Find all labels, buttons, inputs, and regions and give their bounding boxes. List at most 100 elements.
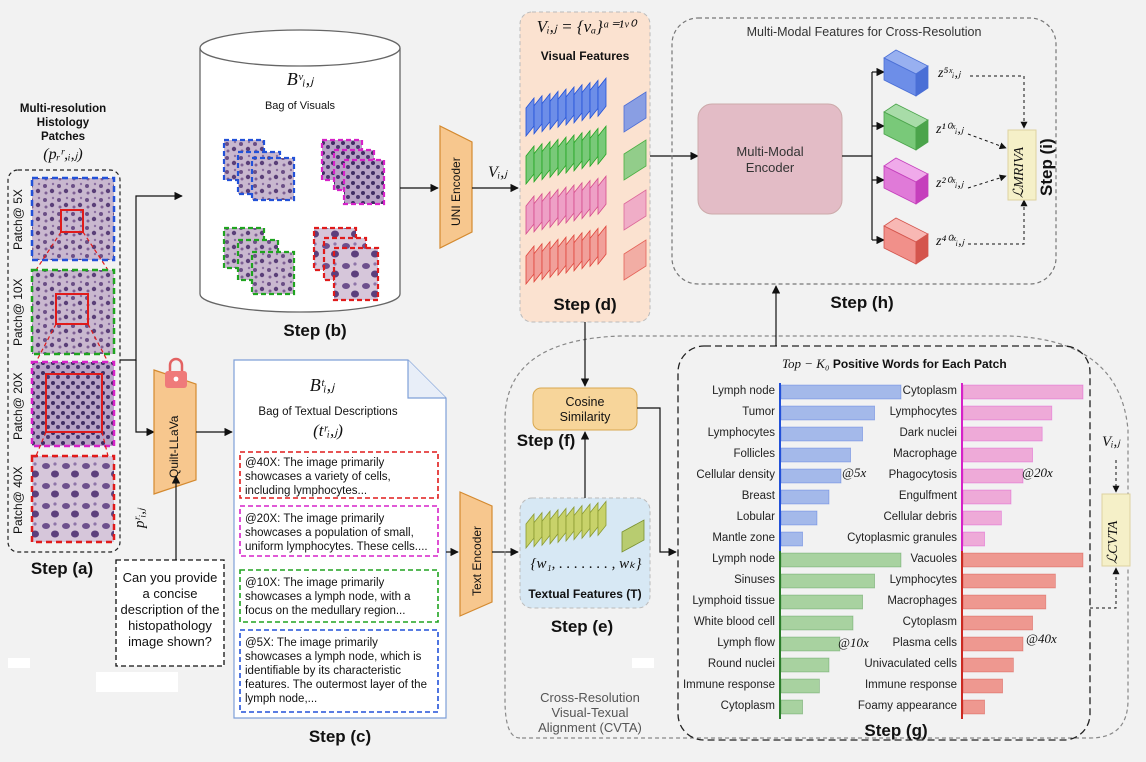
- bar-panel-tag: @5x: [842, 465, 867, 480]
- text-doc: [233, 359, 447, 719]
- step-e-label: Step (e): [550, 617, 614, 636]
- multimodal-title: Multi-Modal Features for Cross-Resolutio…: [746, 25, 982, 39]
- cvta-loss-label: ℒCVTA: [1106, 520, 1121, 564]
- bar-10x-2: [780, 594, 863, 610]
- textual-features-label: Textual Features (T): [528, 587, 642, 601]
- uni-encoder-label: UNI Encoder: [449, 157, 463, 226]
- bar-label: Immune response: [682, 679, 775, 691]
- desc-box-20x: [239, 505, 439, 557]
- bag-text-math: Bᵗᵢ,ⱼ: [309, 375, 335, 395]
- visual-feature-stacks: [525, 77, 647, 286]
- bar-40x-1: [962, 573, 1056, 589]
- bar-10x-1: [780, 573, 875, 589]
- bar-20x-1: [962, 405, 1053, 421]
- bar-5x-6: [780, 510, 818, 526]
- visual-stack-5x: [222, 138, 296, 202]
- bar-label: Immune response: [864, 679, 957, 691]
- bar-label: Breast: [741, 490, 775, 502]
- visual-feature-vector: [623, 139, 647, 181]
- bar-40x-0: [962, 552, 1084, 568]
- patch-label-5x: Patch@ 5X: [11, 189, 25, 250]
- bar-label: Lymph node: [712, 553, 775, 565]
- visual-feature-slice: [597, 77, 607, 118]
- bar-label: Cellular density: [696, 469, 775, 481]
- z-label-10x: z¹⁰ˣᵢ,ⱼ: [936, 122, 964, 137]
- step-f-label: Step (f): [516, 431, 576, 450]
- bar-5x-2: [780, 426, 863, 442]
- visual-features-panel: [519, 11, 651, 323]
- desc-text-10x: @10X: The image primarily showcases a ly…: [245, 577, 411, 617]
- bar-label: Univaculated cells: [864, 658, 957, 670]
- text-feature-vector: [621, 519, 645, 553]
- bar-label: Cellular debris: [883, 511, 957, 523]
- step-g-label: Step (g): [864, 721, 928, 740]
- desc-box-40x: [239, 451, 439, 499]
- bar-label: Sinuses: [734, 574, 775, 586]
- multimodal-encoder: [697, 103, 843, 215]
- bar-5x-1: [780, 405, 875, 421]
- bar-20x-3: [962, 447, 1033, 463]
- bar-label: Cytoplasmic granules: [847, 532, 957, 544]
- bar-label: Lobular: [736, 511, 775, 523]
- z-label-5x: z⁵ˣᵢ,ⱼ: [938, 66, 961, 81]
- desc-text-5x: @5X: The image primarily showcases a lym…: [245, 637, 427, 705]
- bar-10x-4: [780, 636, 841, 652]
- mriva-loss-box: [1007, 129, 1037, 201]
- bar-20x-0: [962, 384, 1084, 400]
- bar-label: Phagocytosis: [888, 469, 957, 481]
- bar-label: Plasma cells: [892, 637, 957, 649]
- step-a-math: (pᵣʳ,ᵢ,ⱼ): [43, 146, 83, 163]
- bar-label: Cytoplasm: [720, 700, 775, 712]
- z-cube-side: [915, 173, 929, 205]
- patch-10x: [30, 268, 116, 356]
- bar-label: Lymphocytes: [889, 406, 957, 418]
- bar-panel-tag: @20x: [1022, 465, 1053, 480]
- topk-title-text: Positive Words for Each Patch: [832, 357, 1007, 371]
- bar-label: Macrophages: [887, 595, 957, 607]
- bar-20x-4: [962, 468, 1024, 484]
- bar-40x-6: [962, 678, 1003, 694]
- visual-feature-vector: [623, 239, 647, 281]
- z-feature-cubes: [883, 49, 929, 265]
- quilt-llava-label: Quilt-LLaVa: [167, 415, 181, 478]
- text-encoder-label: Text Encoder: [470, 525, 484, 596]
- bar-label: Lymphocytes: [707, 427, 775, 439]
- bar-label: Mantle zone: [712, 532, 775, 544]
- visual-stack-40x: [312, 226, 380, 302]
- bar-40x-2: [962, 594, 1047, 610]
- multimodal-box: [671, 17, 1057, 285]
- topk-title-math: Top − K₀: [782, 356, 830, 371]
- bar-20x-6: [962, 510, 1002, 526]
- bar-10x-0: [780, 552, 902, 568]
- bar-5x-3: [780, 447, 851, 463]
- step-b-label: Step (b): [283, 321, 347, 340]
- visual-features-label: Visual Features: [540, 49, 630, 63]
- bar-5x-5: [780, 489, 830, 505]
- step-a-label: Step (a): [30, 559, 94, 578]
- bar-20x-2: [962, 426, 1043, 442]
- bar-label: Engulfment: [898, 490, 957, 502]
- visual-features-math: Vᵢ,ⱼ = {vₐ}ᵃ⁼¹ᵛ⁰: [536, 17, 636, 36]
- bar-label: Follicles: [733, 448, 775, 460]
- patch-variable: pʳᵢ,ⱼ: [132, 508, 148, 528]
- bar-40x-3: [962, 615, 1033, 631]
- z-label-40x: z⁴⁰ˣᵢ,ⱼ: [936, 234, 965, 249]
- z-cube-side: [915, 233, 929, 265]
- cvta-region: [504, 335, 1129, 739]
- bar-label: Cytoplasm: [902, 385, 957, 397]
- step-d-label: Step (d): [553, 295, 617, 314]
- step-h-label: Step (h): [830, 293, 894, 312]
- patch-20x: [30, 360, 116, 448]
- patch-40x: [30, 454, 116, 544]
- bar-panel-tag: @10x: [838, 635, 869, 650]
- visual-feature-slice: [597, 225, 607, 266]
- mriva-loss-label: ℒMRIVA: [1012, 146, 1027, 198]
- bar-label: Cytoplasm: [902, 616, 957, 628]
- step-a-group: [7, 169, 121, 553]
- multimodal-encoder-label: Multi-Modal Encoder: [736, 144, 804, 175]
- cvta-loss-box: [1101, 493, 1131, 567]
- bar-5x-7: [780, 531, 804, 547]
- patch-label-40x: Patch@ 40X: [11, 466, 25, 534]
